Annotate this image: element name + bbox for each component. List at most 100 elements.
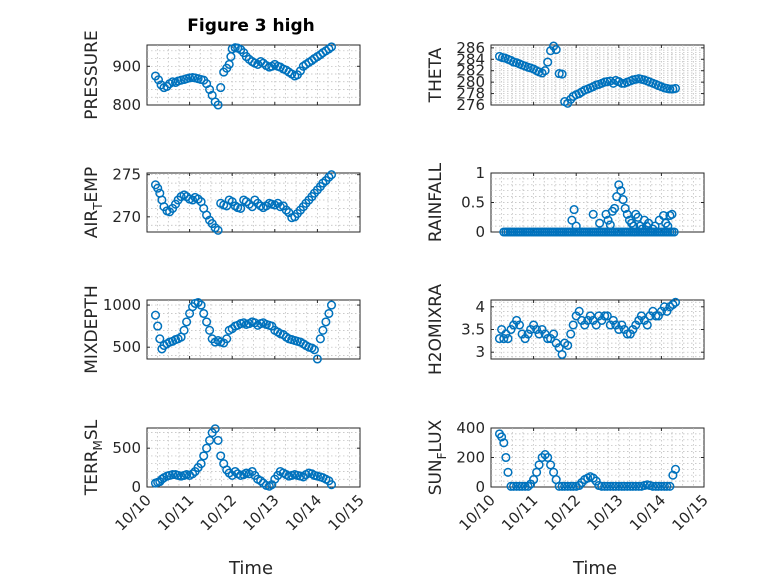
data-point bbox=[497, 432, 507, 442]
data-point bbox=[520, 481, 530, 491]
y-axis-label: TERRMSL bbox=[82, 419, 105, 496]
y-axis-label: PRESSURE bbox=[82, 30, 102, 119]
data-point bbox=[609, 203, 620, 213]
data-point bbox=[662, 306, 672, 316]
data-point bbox=[625, 481, 635, 491]
data-point bbox=[636, 311, 646, 321]
subplot-terr_msl: 0 500 TERRMSL 10/10 10/11 10/12 10/13 10/14 10/1… bbox=[82, 419, 368, 534]
data-point bbox=[236, 203, 246, 213]
data-point bbox=[563, 340, 573, 350]
data-point bbox=[256, 476, 266, 486]
data-point bbox=[616, 186, 626, 196]
data-point bbox=[202, 317, 212, 327]
data-point bbox=[628, 324, 638, 335]
x-tick-label: 10/11 bbox=[154, 491, 197, 534]
x-tick-label: 10/15 bbox=[669, 491, 712, 534]
data-point bbox=[312, 354, 322, 364]
data-point bbox=[617, 320, 627, 330]
y-tick-label: 3 bbox=[475, 343, 485, 361]
y-tick-label: 270 bbox=[112, 208, 141, 226]
data-point bbox=[534, 460, 544, 470]
x-tick-label: 10/13 bbox=[583, 491, 626, 534]
y-tick-label: 275 bbox=[112, 166, 141, 184]
data-point bbox=[600, 311, 610, 321]
data-point bbox=[554, 481, 564, 491]
data-point bbox=[499, 334, 509, 344]
y-tick-label: 500 bbox=[112, 439, 141, 457]
data-point bbox=[512, 481, 522, 491]
data-point bbox=[602, 481, 612, 491]
data-point bbox=[309, 345, 319, 355]
data-point bbox=[540, 66, 550, 76]
data-point bbox=[614, 324, 624, 335]
data-point bbox=[614, 481, 624, 491]
data-point bbox=[295, 66, 305, 76]
data-point bbox=[625, 329, 635, 339]
data-point bbox=[591, 476, 601, 486]
data-point bbox=[324, 172, 334, 182]
data-point bbox=[326, 170, 337, 180]
data-point bbox=[318, 325, 328, 335]
data-point bbox=[199, 451, 209, 461]
data-point bbox=[509, 481, 519, 491]
data-point bbox=[670, 464, 681, 474]
data-point bbox=[494, 334, 505, 344]
data-point bbox=[196, 459, 206, 469]
y-axis-label: MIXDEPTH bbox=[82, 285, 102, 374]
data-point bbox=[600, 481, 610, 491]
data-point bbox=[611, 481, 621, 491]
data-point bbox=[549, 329, 559, 339]
data-point bbox=[499, 438, 509, 448]
data-point bbox=[611, 320, 621, 330]
data-point bbox=[324, 44, 334, 54]
data-point bbox=[591, 320, 601, 330]
data-point bbox=[571, 221, 581, 231]
data-point bbox=[213, 225, 223, 235]
data-point bbox=[241, 52, 251, 62]
data-point bbox=[216, 451, 226, 461]
data-point bbox=[150, 310, 161, 320]
data-point bbox=[503, 334, 513, 344]
y-tick-label: 400 bbox=[456, 419, 485, 437]
y-tick-label: 0 bbox=[475, 478, 485, 496]
data-point bbox=[631, 481, 641, 491]
data-point bbox=[665, 481, 675, 491]
data-point bbox=[526, 324, 536, 335]
data-point bbox=[506, 481, 516, 491]
x-tick-label: 10/14 bbox=[626, 491, 669, 534]
data-point bbox=[597, 315, 607, 325]
data-point bbox=[622, 329, 632, 339]
y-tick-label: 280 bbox=[456, 73, 485, 91]
data-point bbox=[622, 209, 632, 219]
data-point bbox=[659, 302, 669, 312]
data-point bbox=[628, 481, 638, 491]
data-point bbox=[213, 100, 223, 110]
data-point bbox=[281, 205, 291, 215]
data-point bbox=[326, 42, 337, 52]
data-point bbox=[665, 84, 675, 94]
data-point bbox=[503, 467, 513, 477]
data-point bbox=[557, 481, 567, 491]
data-point bbox=[648, 481, 658, 491]
y-tick-label: 1 bbox=[475, 164, 485, 182]
data-point bbox=[523, 329, 533, 339]
y-axis-label: RAINFALL bbox=[426, 162, 446, 242]
x-tick-label: 10/14 bbox=[282, 491, 325, 534]
x-axis-label-right: Time bbox=[572, 558, 617, 579]
data-point bbox=[506, 324, 516, 335]
y-tick-label: 500 bbox=[112, 338, 141, 356]
data-point bbox=[605, 481, 615, 491]
data-point bbox=[622, 481, 632, 491]
x-tick-label: 10/15 bbox=[325, 491, 368, 534]
data-point bbox=[568, 481, 578, 491]
data-point bbox=[529, 320, 539, 330]
x-tick-label: 10/10 bbox=[456, 491, 499, 534]
x-axis-label-left: Time bbox=[228, 558, 273, 579]
data-point bbox=[213, 435, 223, 445]
y-tick-label: 0.5 bbox=[461, 194, 485, 212]
data-point bbox=[514, 481, 525, 491]
data-point bbox=[326, 480, 337, 490]
data-point bbox=[569, 205, 579, 215]
data-point bbox=[667, 209, 677, 219]
